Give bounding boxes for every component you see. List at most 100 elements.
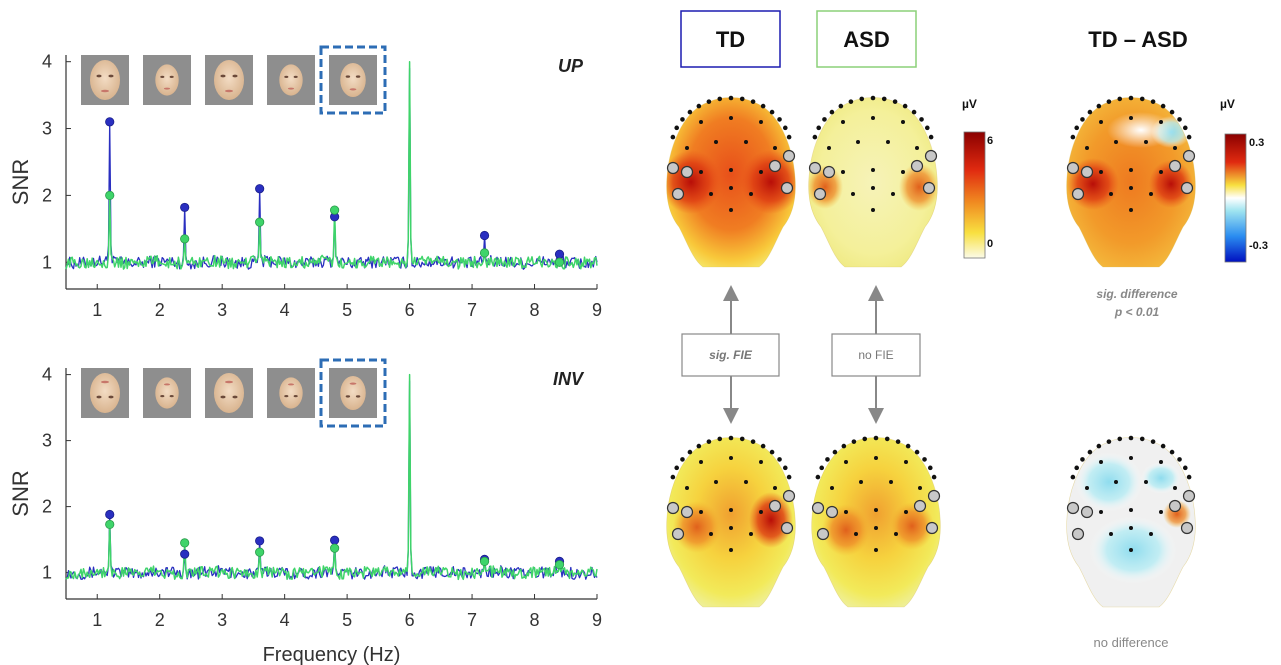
peak-marker xyxy=(554,249,565,259)
scale-main-unit: µV xyxy=(962,97,977,111)
electrode xyxy=(924,125,930,131)
face-eye xyxy=(293,395,298,398)
electrode xyxy=(1160,103,1166,109)
spectrum-panel-inv: 1 2 3 4 5 6 7 8 9 1 2 3 4 SNR Frequency (Hz) INV xyxy=(8,358,602,665)
electrode xyxy=(841,120,845,124)
electrode xyxy=(1128,95,1134,101)
face-eye xyxy=(96,74,102,78)
electrode xyxy=(706,99,712,104)
electrode xyxy=(750,439,756,444)
roi-electrode xyxy=(768,499,782,513)
electrode xyxy=(1070,474,1076,480)
face-mouth xyxy=(163,383,171,386)
face-eye xyxy=(108,74,114,78)
electrode xyxy=(706,439,712,444)
peak-marker xyxy=(180,234,190,244)
electrode xyxy=(729,208,733,212)
activation-blob xyxy=(1107,112,1175,148)
electrode xyxy=(1159,510,1163,514)
electrode xyxy=(905,443,911,449)
electrode xyxy=(1149,192,1153,196)
head-asd-inv xyxy=(811,435,941,608)
face-eye xyxy=(169,75,174,78)
head-td-inv xyxy=(666,435,796,608)
peak-marker xyxy=(554,560,565,570)
electrode xyxy=(1129,208,1133,212)
electrode xyxy=(1169,449,1175,455)
roi-electrode xyxy=(922,181,936,195)
diff-inv-note: no difference xyxy=(1094,635,1169,650)
peak-marker xyxy=(554,257,565,267)
face-image xyxy=(90,373,120,413)
face-image xyxy=(155,377,179,409)
diff-header-label: TD – ASD xyxy=(1088,27,1187,52)
electrode xyxy=(894,532,898,536)
roi-electrode xyxy=(680,505,694,519)
face-eye xyxy=(355,395,361,398)
peak-marker xyxy=(255,184,265,194)
electrode xyxy=(1149,532,1153,536)
roi-electrode xyxy=(1071,527,1085,541)
electrode xyxy=(914,449,920,455)
electrodes xyxy=(808,95,938,212)
head-td-up xyxy=(666,95,796,268)
x-tick-label: 1 xyxy=(92,300,102,320)
electrode xyxy=(1182,465,1188,471)
roi-electrode xyxy=(1080,165,1094,179)
electrode xyxy=(670,134,676,140)
diff-up-note-line2: p < 0.01 xyxy=(1114,305,1160,319)
face-thumbnails xyxy=(81,45,387,115)
electrode xyxy=(728,95,734,101)
peak-marker xyxy=(255,217,265,227)
electrode xyxy=(759,510,763,514)
peak-marker xyxy=(479,230,490,241)
electrode xyxy=(749,532,753,536)
electrode xyxy=(927,465,933,471)
electrodes xyxy=(666,435,796,552)
roi-electrode xyxy=(671,527,685,541)
roi-electrode xyxy=(825,505,839,519)
y-tick-label: 2 xyxy=(42,497,52,517)
roi-electrode xyxy=(910,159,924,173)
roi-electrode xyxy=(1066,161,1080,175)
scale-diff-unit: µV xyxy=(1220,97,1235,111)
electrode xyxy=(1087,449,1093,455)
face-image xyxy=(214,60,244,100)
electrodes xyxy=(1066,95,1196,212)
scalp-surface xyxy=(808,97,938,267)
electrode xyxy=(889,480,893,484)
peak-marker xyxy=(479,248,490,258)
electrode xyxy=(819,465,825,471)
electrode xyxy=(901,120,905,124)
x-tick-label: 6 xyxy=(405,610,415,630)
electrode xyxy=(825,457,830,462)
face-mouth xyxy=(101,89,109,93)
electrode xyxy=(1159,460,1163,464)
electrode xyxy=(709,532,713,536)
x-tick-label: 8 xyxy=(530,300,540,320)
electrode xyxy=(1129,508,1133,512)
y-tick-label: 3 xyxy=(42,119,52,139)
electrode xyxy=(1150,439,1156,444)
roi-electrode xyxy=(1180,181,1194,195)
scale-diff-bar xyxy=(1224,133,1247,263)
electrode xyxy=(680,457,685,462)
electrode xyxy=(699,120,703,124)
x-tick-label: 3 xyxy=(217,300,227,320)
face-eye xyxy=(345,395,351,398)
electrode xyxy=(918,486,922,490)
electrode xyxy=(729,508,733,512)
electrode xyxy=(777,457,782,462)
face-mouth xyxy=(349,382,357,385)
electrode xyxy=(699,460,703,464)
activation-blob xyxy=(1075,452,1143,512)
scale-main-min: 0 xyxy=(987,238,993,250)
asd-header-label: ASD xyxy=(843,27,889,52)
peak-marker xyxy=(105,509,115,520)
peak-marker xyxy=(479,556,490,566)
electrode xyxy=(1117,436,1123,442)
roi-electrode xyxy=(1080,505,1094,519)
face-mouth xyxy=(349,88,357,91)
electrode xyxy=(759,460,763,464)
roi-electrode xyxy=(1066,501,1080,515)
